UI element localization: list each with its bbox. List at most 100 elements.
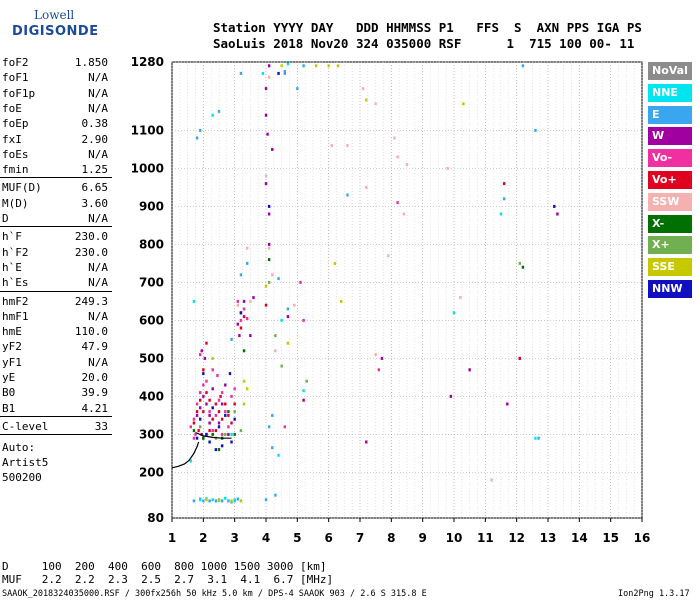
data-point-voplus	[214, 429, 218, 433]
param-value: 230.0	[74, 230, 108, 244]
legend-item-vominus: Vo-	[648, 149, 692, 168]
data-point-ssw	[490, 478, 493, 482]
data-point-xplus	[280, 364, 283, 368]
data-point-w	[224, 383, 227, 387]
data-point-ssw	[267, 246, 271, 250]
data-point-w	[208, 413, 211, 417]
data-point-nnw	[233, 417, 236, 421]
data-point-w	[506, 402, 509, 406]
data-point-nne	[211, 498, 214, 502]
data-point-e	[277, 277, 280, 281]
data-point-nne	[233, 498, 236, 502]
data-point-e	[202, 499, 205, 503]
param-value: 39.9	[81, 386, 109, 400]
data-point-nnw	[267, 204, 271, 208]
data-point-voplus	[233, 402, 236, 406]
param-value: 1.25	[81, 163, 109, 177]
data-point-w	[266, 132, 269, 136]
data-point-vominus	[220, 391, 224, 395]
param-value: N/A	[88, 309, 108, 323]
param-label: fmin	[2, 163, 29, 177]
param-value: 1.850	[74, 56, 108, 69]
param-value: N/A	[88, 355, 108, 369]
x-tick-label: 13	[540, 531, 557, 545]
data-point-e	[267, 425, 271, 429]
file-info: SAAOK_2018324035000.RSF / 300fx256h 50 k…	[2, 589, 427, 599]
param-label: yF2	[2, 340, 22, 354]
param-label: C-level	[2, 419, 49, 433]
y-tick-label: 800	[139, 237, 164, 251]
trace-virtual-height	[171, 441, 200, 469]
autoscaling-line2: Artist5	[2, 456, 49, 470]
data-point-nnw	[553, 204, 556, 208]
data-point-voplus	[208, 398, 211, 402]
data-point-w	[267, 242, 271, 246]
data-point-voplus	[220, 417, 224, 421]
data-point-nne	[534, 436, 537, 440]
param-value: 110.0	[74, 325, 108, 339]
x-tick-label: 3	[230, 531, 238, 545]
legend-item-e: E	[648, 105, 692, 124]
data-point-nnw	[230, 440, 233, 444]
data-point-sse	[462, 102, 465, 106]
data-point-sse	[242, 379, 246, 383]
x-tick-label: 8	[387, 531, 395, 545]
data-point-sse	[242, 402, 246, 406]
data-point-sse	[365, 98, 368, 102]
param-value: 2.90	[81, 132, 109, 146]
data-point-w	[238, 334, 241, 338]
data-point-e	[264, 498, 268, 502]
param-row-b1: B1 4.21	[2, 402, 108, 416]
data-point-nnw	[214, 448, 218, 452]
data-point-nnw	[239, 311, 243, 315]
param-value: 47.9	[81, 340, 109, 354]
data-point-xminus	[202, 436, 205, 440]
data-point-vominus	[302, 318, 305, 322]
data-point-xminus	[211, 432, 214, 436]
data-point-nne	[189, 459, 192, 463]
param-label: h`Es	[2, 276, 29, 290]
data-point-e	[534, 128, 537, 132]
data-point-voplus	[217, 410, 221, 414]
data-point-ssw	[330, 144, 333, 148]
data-point-nne	[224, 496, 227, 500]
data-point-voplus	[205, 341, 208, 345]
data-point-voplus	[199, 398, 202, 402]
y-tick-label: 400	[139, 389, 164, 403]
data-point-vominus	[224, 410, 227, 414]
data-point-voplus	[205, 391, 208, 395]
data-point-w	[205, 402, 208, 406]
data-point-e	[286, 307, 290, 311]
data-point-ssw	[274, 349, 277, 353]
trace-profile	[195, 431, 232, 439]
data-point-voplus	[227, 413, 230, 417]
param-row-ye: yE 20.0	[2, 371, 108, 385]
data-point-w	[199, 406, 202, 410]
data-point-e	[192, 499, 196, 503]
data-point-nnw	[205, 432, 208, 436]
param-label: foF2	[2, 56, 29, 69]
param-label: D	[2, 212, 9, 225]
data-point-vominus	[216, 374, 219, 377]
data-point-e	[271, 413, 274, 417]
data-point-w	[220, 402, 224, 406]
param-value: 3.60	[81, 196, 109, 210]
data-point-vominus	[220, 432, 224, 436]
param-row-foep: foEp 0.38	[2, 117, 108, 131]
param-label: foEs	[2, 147, 29, 161]
param-label: h`F2	[2, 245, 29, 259]
param-label: fxI	[2, 132, 22, 146]
param-label: M(D)	[2, 196, 29, 210]
data-point-w	[271, 147, 274, 151]
data-point-ssw	[236, 303, 239, 307]
data-point-sse	[246, 387, 249, 391]
data-point-nnw	[211, 406, 214, 410]
data-point-ssw	[405, 163, 409, 167]
data-point-vominus	[396, 201, 399, 205]
autoscaling-line3: 500200	[2, 471, 42, 485]
data-point-e	[537, 436, 540, 440]
legend-item-xplus: X+	[648, 236, 692, 255]
x-tick-label: 14	[571, 531, 588, 545]
data-point-e	[220, 499, 224, 503]
param-value: 230.0	[74, 245, 108, 259]
